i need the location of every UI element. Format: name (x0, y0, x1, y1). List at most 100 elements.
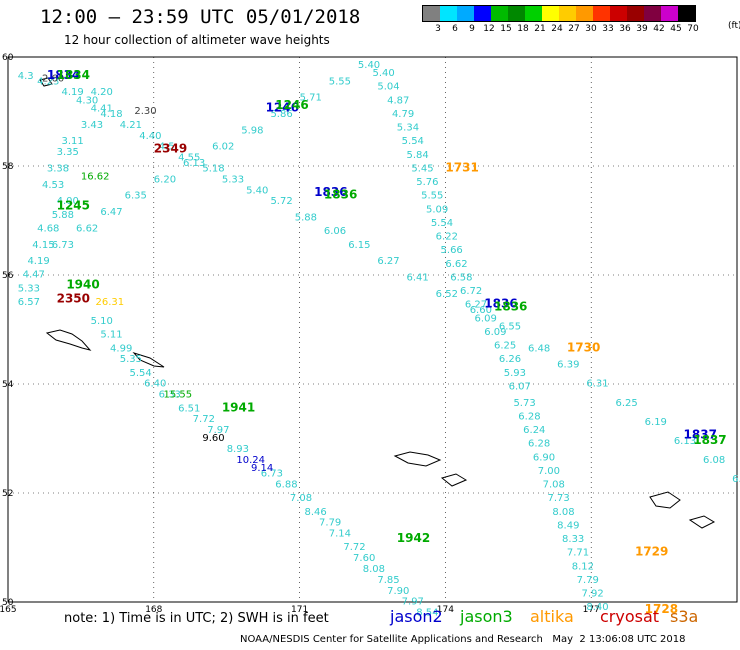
island-outline (440, 473, 468, 487)
wave-height-value: 5.66 (441, 245, 463, 256)
wave-height-value: 4.47 (23, 270, 45, 281)
wave-height-value: 6.52 (436, 289, 458, 300)
wave-height-value: 5.54 (130, 368, 152, 379)
legend-swatch (593, 6, 610, 21)
wave-height-value: 7.79 (319, 518, 341, 529)
wave-height-value: 6.24 (523, 425, 545, 436)
wave-height-value: 6.88 (275, 480, 297, 491)
wave-height-value: 5.35 (120, 354, 142, 365)
lat-label: 56 (2, 271, 14, 281)
wave-height-value: 6.20 (154, 174, 176, 185)
wave-height-value: 2.60 (42, 74, 64, 85)
wave-height-value: 6.07 (509, 381, 531, 392)
wave-height-value: 4.23 (37, 76, 59, 87)
lat-label: 60 (2, 53, 14, 63)
pass-time-label: 2350 (57, 291, 90, 305)
wave-height-value: 8.93 (227, 444, 249, 455)
wave-height-value: 6.09 (475, 313, 497, 324)
page-subtitle: 12 hour collection of altimeter wave hei… (64, 33, 330, 47)
island-outline (649, 491, 681, 509)
wave-height-value: 8.08 (363, 564, 385, 575)
wave-height-value: 9.14 (251, 463, 273, 474)
wave-height-value: 5.93 (504, 368, 526, 379)
pass-time-label: 1837 (684, 428, 717, 442)
wave-height-value: 7.73 (547, 493, 569, 504)
wave-height-value: 6.41 (407, 272, 429, 283)
wave-height-value: 4.3 (18, 71, 34, 82)
wave-height-value: 6.22 (436, 232, 458, 243)
legend-swatch (440, 6, 457, 21)
legend-tick-label: 3 (435, 24, 441, 34)
wave-height-value: 6.28 (518, 411, 540, 422)
wave-height-value: 5.54 (431, 218, 453, 229)
wave-height-value: 5.09 (426, 204, 448, 215)
wave-height-value: 2.30 (134, 106, 156, 117)
wave-height-value: 4.21 (120, 120, 142, 131)
lon-label: 171 (291, 605, 308, 615)
wave-height-value: 6.09 (484, 327, 506, 338)
wave-height-value: 6.73 (52, 240, 74, 251)
wave-height-value: 8.08 (552, 507, 574, 518)
footer-note: note: 1) Time is in UTC; 2) SWH is in fe… (64, 611, 329, 626)
legend-swatch (627, 6, 644, 21)
wave-height-value: 7.08 (290, 493, 312, 504)
wave-height-value: 5.10 (91, 316, 113, 327)
page-title: 12:00 – 23:59 UTC 05/01/2018 (40, 6, 361, 28)
wave-height-value: 6.26 (499, 354, 521, 365)
legend-swatch (491, 6, 508, 21)
wave-height-value: 7.92 (581, 589, 603, 600)
satellite-name: jason2 (390, 607, 443, 626)
wave-height-value: 8.54 (416, 608, 438, 619)
wave-height-value: 7.72 (343, 542, 365, 553)
legend-tick-label: 42 (653, 24, 665, 34)
legend-tick-label: 39 (636, 24, 648, 34)
wave-height-value: 6.28 (528, 439, 550, 450)
wave-height-value: 6.02 (212, 142, 234, 153)
pass-time-label: 1834 (47, 68, 80, 82)
coast-outline (39, 77, 53, 87)
wave-height-value: 8.49 (557, 520, 579, 531)
pass-time-label: 1836 (484, 297, 517, 311)
wave-height-value: 10.24 (236, 455, 265, 466)
legend-tick-label: 21 (534, 24, 546, 34)
pass-time-label: 1940 (66, 278, 99, 292)
legend-tick-label: 45 (670, 24, 682, 34)
wave-height-value: 4.53 (42, 180, 64, 191)
wave-height-value: 8.12 (572, 561, 594, 572)
wave-height-value: 4.5 (159, 142, 175, 153)
satellite-name: altika (530, 607, 574, 626)
wave-height-value: 6.27 (377, 256, 399, 267)
footer-credit: NOAA/NESDIS Center for Satellite Applica… (240, 634, 686, 645)
pass-time-label: 1836 (314, 185, 347, 199)
wave-height-value: 6.13 (183, 158, 205, 169)
wave-height-value: 6.73 (261, 469, 283, 480)
pass-time-label: 1245 (57, 199, 90, 213)
legend-tick-label: 27 (568, 24, 580, 34)
wave-height-value: 3.11 (61, 136, 83, 147)
pass-time-label: 1731 (445, 160, 478, 174)
wave-height-value: 5.88 (52, 210, 74, 221)
legend-tick-label: 70 (687, 24, 699, 34)
lat-label: 50 (2, 598, 14, 608)
pass-time-label: 1246 (266, 101, 299, 115)
wave-height-value: 5.71 (300, 93, 322, 104)
legend-tick-label: 18 (517, 24, 529, 34)
wave-height-value: 5.40 (358, 60, 380, 71)
wave-height-value: 6.02 (732, 474, 740, 485)
legend-swatch (457, 6, 474, 21)
pass-time-label: 1728 (645, 602, 678, 616)
legend-swatch (474, 6, 491, 21)
wave-height-value: 6.72 (460, 286, 482, 297)
wave-height-value: 5.55 (421, 191, 443, 202)
pass-time-label: 1836 (494, 299, 527, 313)
satellite-name: cryosat (600, 607, 660, 626)
wave-height-value: 7.08 (543, 480, 565, 491)
wave-height-value: 7.90 (387, 586, 409, 597)
wave-height-value: 6.48 (528, 343, 550, 354)
wave-height-value: 6.13 (674, 436, 696, 447)
legend-swatch (610, 6, 627, 21)
lon-label: 174 (437, 605, 454, 615)
wave-height-value: 3.38 (47, 163, 69, 174)
wave-height-value: 6.62 (76, 223, 98, 234)
